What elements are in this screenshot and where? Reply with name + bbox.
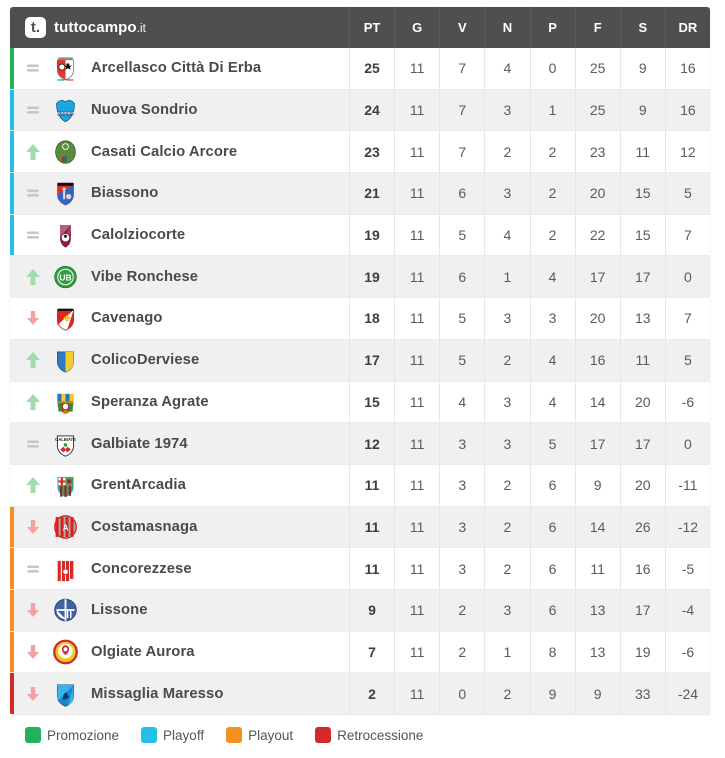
svg-text:A: A (63, 524, 69, 533)
svg-text:GALBIATE: GALBIATE (55, 436, 76, 441)
svg-text:UB: UB (59, 272, 71, 282)
svg-text:SONDRIO: SONDRIO (56, 111, 74, 116)
